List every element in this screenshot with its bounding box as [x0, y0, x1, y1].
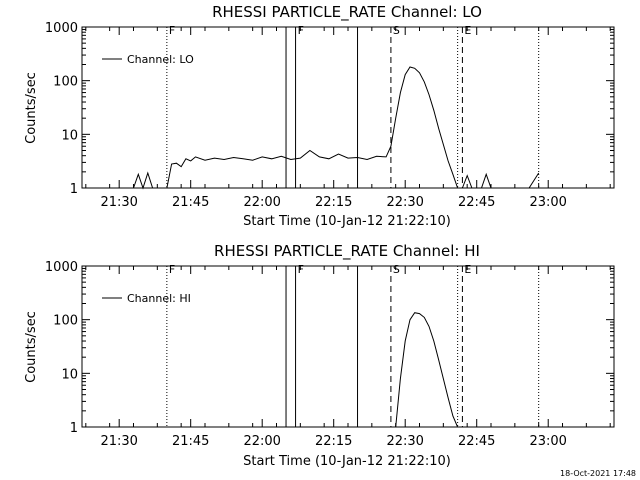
x-tick-label: 22:00: [243, 195, 280, 210]
legend: Channel: LO: [102, 53, 194, 66]
marker-label: F: [169, 263, 175, 276]
x-tick-label: 22:30: [386, 434, 423, 449]
x-axis-label: Start Time (10-Jan-12 21:22:10): [243, 454, 451, 469]
x-tick-label: 21:30: [100, 434, 137, 449]
chart-panel-lo: RHESSI PARTICLE_RATE Channel: LO Start T…: [24, 3, 615, 229]
y-tick-label: 100: [53, 314, 78, 329]
x-tick-label: 22:15: [315, 434, 352, 449]
y-tick-label: 10: [61, 367, 78, 382]
y-tick-label: 1: [70, 182, 78, 197]
chart-panel-hi: RHESSI PARTICLE_RATE Channel: HI Start T…: [24, 242, 615, 469]
plot-frame: [81, 265, 615, 428]
y-tick-label: 1: [70, 421, 78, 436]
marker-label: S: [393, 263, 400, 276]
footer-timestamp: 18-Oct-2021 17:48: [560, 469, 636, 478]
chart-title: RHESSI PARTICLE_RATE Channel: HI: [214, 242, 480, 261]
marker-label: S: [393, 24, 400, 37]
chart-title: RHESSI PARTICLE_RATE Channel: LO: [212, 3, 482, 22]
x-tick-label: 22:45: [458, 195, 495, 210]
series-line: [395, 312, 459, 428]
y-axis-label: Counts/sec: [24, 72, 39, 144]
y-tick-label: 100: [53, 75, 78, 90]
y-tick-label: 10: [61, 128, 78, 143]
x-tick-label: 22:15: [315, 195, 352, 210]
marker-label: F: [298, 24, 304, 37]
plot-frame: [81, 26, 615, 189]
y-axis-label: Counts/sec: [24, 311, 39, 383]
marker-label: F: [298, 263, 304, 276]
x-tick-label: 22:00: [243, 434, 280, 449]
y-tick-label: 1000: [45, 260, 78, 275]
legend: Channel: HI: [102, 292, 191, 305]
y-tick-label: 1000: [45, 21, 78, 36]
legend-label: Channel: HI: [127, 292, 191, 305]
x-tick-label: 22:45: [458, 434, 495, 449]
x-tick-label: 23:00: [529, 195, 566, 210]
marker-label: E: [464, 263, 471, 276]
x-tick-label: 22:30: [386, 195, 423, 210]
marker-label: F: [169, 24, 175, 37]
marker-label: E: [464, 24, 471, 37]
x-tick-label: 21:45: [172, 434, 209, 449]
x-tick-label: 21:45: [172, 195, 209, 210]
legend-label: Channel: LO: [127, 53, 194, 66]
x-tick-label: 23:00: [529, 434, 566, 449]
x-tick-label: 21:30: [100, 195, 137, 210]
x-axis-label: Start Time (10-Jan-12 21:22:10): [243, 214, 451, 229]
series-line: [133, 66, 540, 190]
